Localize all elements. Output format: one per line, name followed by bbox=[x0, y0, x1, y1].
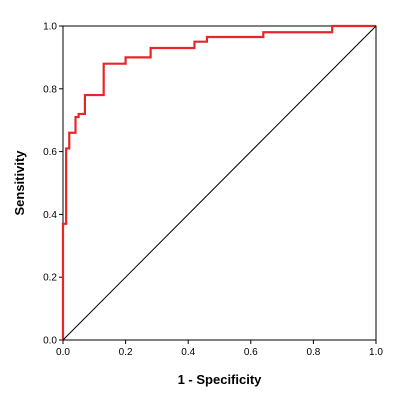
reference-diagonal-line bbox=[62, 25, 377, 341]
y-tick-label: 1.0 bbox=[43, 22, 57, 33]
x-tick-label: 0.2 bbox=[119, 347, 133, 358]
x-tick-label: 0.8 bbox=[306, 347, 320, 358]
y-tick-label: 0.6 bbox=[43, 147, 57, 158]
x-tick-label: 0.4 bbox=[181, 347, 195, 358]
y-axis-title: Sensitivity bbox=[12, 150, 27, 216]
y-tick-label: 0.8 bbox=[43, 84, 57, 95]
roc-curve-line bbox=[61, 24, 376, 340]
x-axis-title: 1 - Specificity bbox=[178, 372, 263, 387]
plot-frame bbox=[62, 25, 377, 341]
x-tick-label: 0.6 bbox=[244, 347, 258, 358]
y-tick-label: 0.0 bbox=[43, 336, 57, 347]
y-tick-label: 0.2 bbox=[43, 273, 57, 284]
y-tick-label: 0.4 bbox=[43, 210, 57, 221]
x-tick-label: 1.0 bbox=[369, 347, 383, 358]
x-tick-label: 0.0 bbox=[56, 347, 70, 358]
